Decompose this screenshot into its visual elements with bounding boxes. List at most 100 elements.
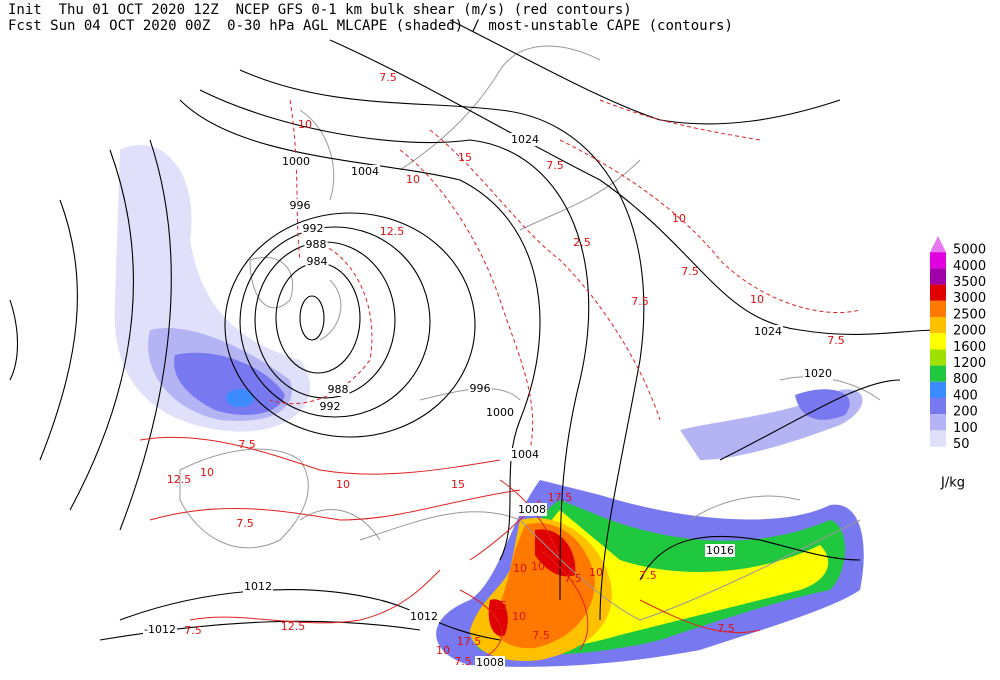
- isobar-label: 988: [328, 383, 349, 396]
- legend-label: 1200: [953, 356, 986, 371]
- legend-label: 1600: [953, 340, 986, 355]
- legend-swatch: [930, 268, 946, 285]
- shear-label: 7.5: [454, 655, 472, 668]
- isobar-label-bg: [475, 656, 505, 669]
- shear-label: 7.5: [631, 295, 649, 308]
- isobars: [9, 19, 941, 641]
- cape-shade-3000: [488, 599, 508, 636]
- shear-label: 7.5: [184, 624, 202, 637]
- shear-label: 7.5: [532, 629, 550, 642]
- isobar-label: 1024: [754, 325, 782, 338]
- shear-label: 10: [436, 644, 450, 657]
- isobar-label: 1024: [511, 133, 539, 146]
- legend-swatch: [930, 236, 946, 253]
- shear-label: 10: [512, 610, 526, 623]
- isobar-label-bg: [304, 238, 328, 251]
- isobar-label: 988: [306, 238, 327, 251]
- isobar-label: 992: [303, 222, 324, 235]
- isobar-label: 1004: [511, 448, 539, 461]
- isobar-label-bg: [305, 255, 329, 268]
- legend-label: 100: [953, 421, 978, 436]
- legend-swatch: [930, 365, 946, 382]
- shear-contours: [139, 99, 861, 661]
- legend-label: 200: [953, 405, 978, 420]
- isobar-label: 996: [290, 199, 311, 212]
- shear-label: 15: [451, 478, 465, 491]
- legend-label: 800: [953, 372, 978, 387]
- map-area: [9, 19, 941, 667]
- isobar-label-bg: [517, 503, 547, 516]
- shear-contour: [269, 99, 373, 405]
- legend-swatch: [930, 398, 946, 415]
- isobar-label: 1008: [476, 656, 504, 669]
- shear-label: 10: [750, 293, 764, 306]
- isobar: [239, 226, 431, 418]
- isobar: [9, 139, 172, 531]
- isobar-label-bg: [301, 222, 325, 235]
- coastline: [179, 45, 881, 621]
- shear-label: 17.5: [548, 491, 573, 504]
- shear-label: 10: [200, 466, 214, 479]
- shear-label: 7.5: [717, 622, 735, 635]
- shear-label: 10: [336, 478, 350, 491]
- shear-label: 7.5: [238, 438, 256, 451]
- isobar-label: 992: [320, 400, 341, 413]
- isobar-label-bg: [468, 382, 492, 395]
- shear-label: 10: [298, 118, 312, 131]
- cape-shade-400: [226, 389, 254, 407]
- shear-label: 15: [458, 151, 472, 164]
- isobar-label-bg: [510, 133, 540, 146]
- isobar: [329, 39, 941, 335]
- shear-label: 7.5: [236, 517, 254, 530]
- isobar-label-bg: [409, 610, 439, 623]
- shear-label: 10: [406, 173, 420, 186]
- legend-swatch: [930, 430, 946, 447]
- isobar-label: 1008: [518, 503, 546, 516]
- legend-label: 3500: [953, 275, 986, 290]
- legend-swatch: [930, 284, 946, 301]
- isobar: [179, 99, 541, 561]
- shear-contour: [139, 436, 521, 521]
- isobar-label: 1000: [282, 155, 310, 168]
- shear-contour: [559, 99, 861, 314]
- isobar-label-bg: [326, 383, 350, 396]
- legend-label: 2000: [953, 324, 986, 339]
- shear-label: 12.5: [281, 620, 306, 633]
- legend-swatch: [930, 349, 946, 366]
- legend-swatch: [930, 317, 946, 334]
- isobar-label: 1012: [244, 580, 272, 593]
- shear-label: 17.5: [457, 635, 482, 648]
- isobar-label-bg: [318, 400, 342, 413]
- header-line: Fcst Sun 04 OCT 2020 00Z 0-30 hPa AGL ML…: [8, 18, 733, 34]
- isobar-label: 1004: [351, 165, 379, 178]
- isobar-label: 1000: [486, 406, 514, 419]
- isobar: [299, 295, 325, 341]
- isobar: [199, 89, 590, 601]
- shear-contour: [399, 129, 661, 451]
- shear-label: 7.5: [564, 572, 582, 585]
- legend-swatch: [930, 252, 946, 269]
- legend-unit: J/kg: [940, 476, 965, 491]
- legend-label: 50: [953, 437, 970, 452]
- isobar-label-bg: [243, 580, 273, 593]
- shear-contour: [189, 549, 761, 661]
- shear-label: 2.5: [573, 236, 591, 249]
- isobar-label: 1016: [706, 544, 734, 557]
- cape-shade-200: [795, 389, 850, 420]
- legend-label: 4000: [953, 259, 986, 274]
- isobar-label-bg: [350, 165, 380, 178]
- isobar-label: 984: [307, 255, 328, 268]
- legend-swatch: [930, 414, 946, 431]
- contour-labels: 1000 1004 996 992 988 984 988 992 996 1000 1004 100…: [143, 71, 845, 669]
- shear-label: 7.5: [681, 265, 699, 278]
- isobar-label: 1012: [410, 610, 438, 623]
- shear-label: 10: [672, 212, 686, 225]
- legend-label: 400: [953, 388, 978, 403]
- isobar: [224, 212, 476, 438]
- isobar-label-bg: [281, 155, 311, 168]
- shear-label: 10: [589, 566, 603, 579]
- isobar-label: 1020: [804, 367, 832, 380]
- shear-label: 7.5: [546, 159, 564, 172]
